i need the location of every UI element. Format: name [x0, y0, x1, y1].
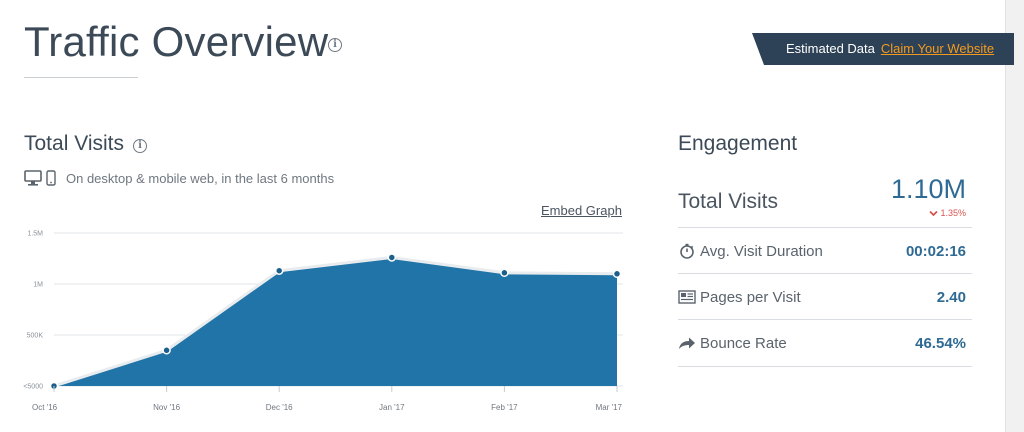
- pages-per-visit-label: Pages per Visit: [700, 288, 801, 306]
- data-point[interactable]: [162, 346, 171, 355]
- y-tick-label: 1M: [33, 282, 43, 289]
- avg-visit-duration-value: 00:02:16: [905, 242, 966, 260]
- data-point[interactable]: [612, 269, 622, 279]
- estimated-data-banner: [752, 33, 1014, 65]
- device-info: On desktop & mobile web, in the last 6 m…: [24, 168, 334, 188]
- x-tick-label: Oct '16: [32, 403, 58, 412]
- estimated-data-label: Estimated Data: [786, 41, 875, 56]
- x-tick-label: Mar '17: [596, 403, 623, 412]
- y-tick-label: 1.5M: [27, 231, 43, 238]
- total-visits-title: Total Visits: [24, 132, 124, 155]
- engagement-title: Engagement: [678, 132, 798, 155]
- embed-graph-link[interactable]: Embed Graph: [541, 203, 622, 218]
- bounce-rate-value: 46.54%: [915, 334, 966, 352]
- y-tick-label: 500K: [27, 333, 44, 340]
- pages-per-visit-row: Pages per Visit 2.40: [678, 273, 972, 320]
- total-visits-chart: <5000 500K 1M 1.5M Oct '16 Nov '16 Dec '16 Jan…: [23, 231, 623, 412]
- claim-website-link[interactable]: Claim Your Website: [880, 41, 995, 56]
- bounce-arrow-icon: [678, 336, 696, 350]
- engagement-total-visits-value: 1.10M: [890, 174, 966, 204]
- data-point[interactable]: [274, 266, 284, 275]
- engagement-bottom-rule: [678, 366, 972, 367]
- x-tick-label: Feb '17: [491, 403, 518, 412]
- title-info-icon[interactable]: i: [328, 38, 342, 52]
- total-visits-info-icon[interactable]: i: [133, 139, 147, 153]
- banner-content: Estimated Data Claim Your Website: [786, 33, 994, 65]
- desktop-icon: [24, 170, 42, 186]
- total-visits-change: 1.35%: [929, 208, 966, 218]
- down-chevron-icon: [929, 210, 939, 217]
- data-point[interactable]: [387, 253, 397, 262]
- y-tick-label: <5000: [23, 384, 43, 391]
- data-point[interactable]: [500, 268, 509, 278]
- device-description: On desktop & mobile web, in the last 6 m…: [66, 170, 335, 186]
- avg-visit-duration-row: Avg. Visit Duration 00:02:16: [678, 227, 972, 274]
- stopwatch-icon: [678, 243, 696, 259]
- bounce-rate-label: Bounce Rate: [700, 334, 787, 352]
- page-title: Traffic Overview: [24, 18, 329, 65]
- mobile-icon: [46, 170, 56, 186]
- pages-icon: [678, 290, 696, 304]
- x-tick-label: Jan '17: [379, 403, 405, 412]
- engagement-total-visits-label: Total Visits: [678, 190, 778, 213]
- visits-line: [53, 255, 618, 388]
- change-value: 1.35%: [940, 208, 966, 218]
- bounce-rate-row: Bounce Rate 46.54%: [678, 319, 972, 366]
- avg-visit-duration-label: Avg. Visit Duration: [700, 242, 823, 260]
- pages-per-visit-value: 2.40: [936, 288, 966, 306]
- visits-area: [54, 257, 617, 386]
- x-tick-label: Nov '16: [153, 403, 180, 412]
- x-tick-label: Dec '16: [266, 403, 293, 412]
- scrollbar[interactable]: [1005, 0, 1024, 432]
- title-underline: [24, 77, 138, 78]
